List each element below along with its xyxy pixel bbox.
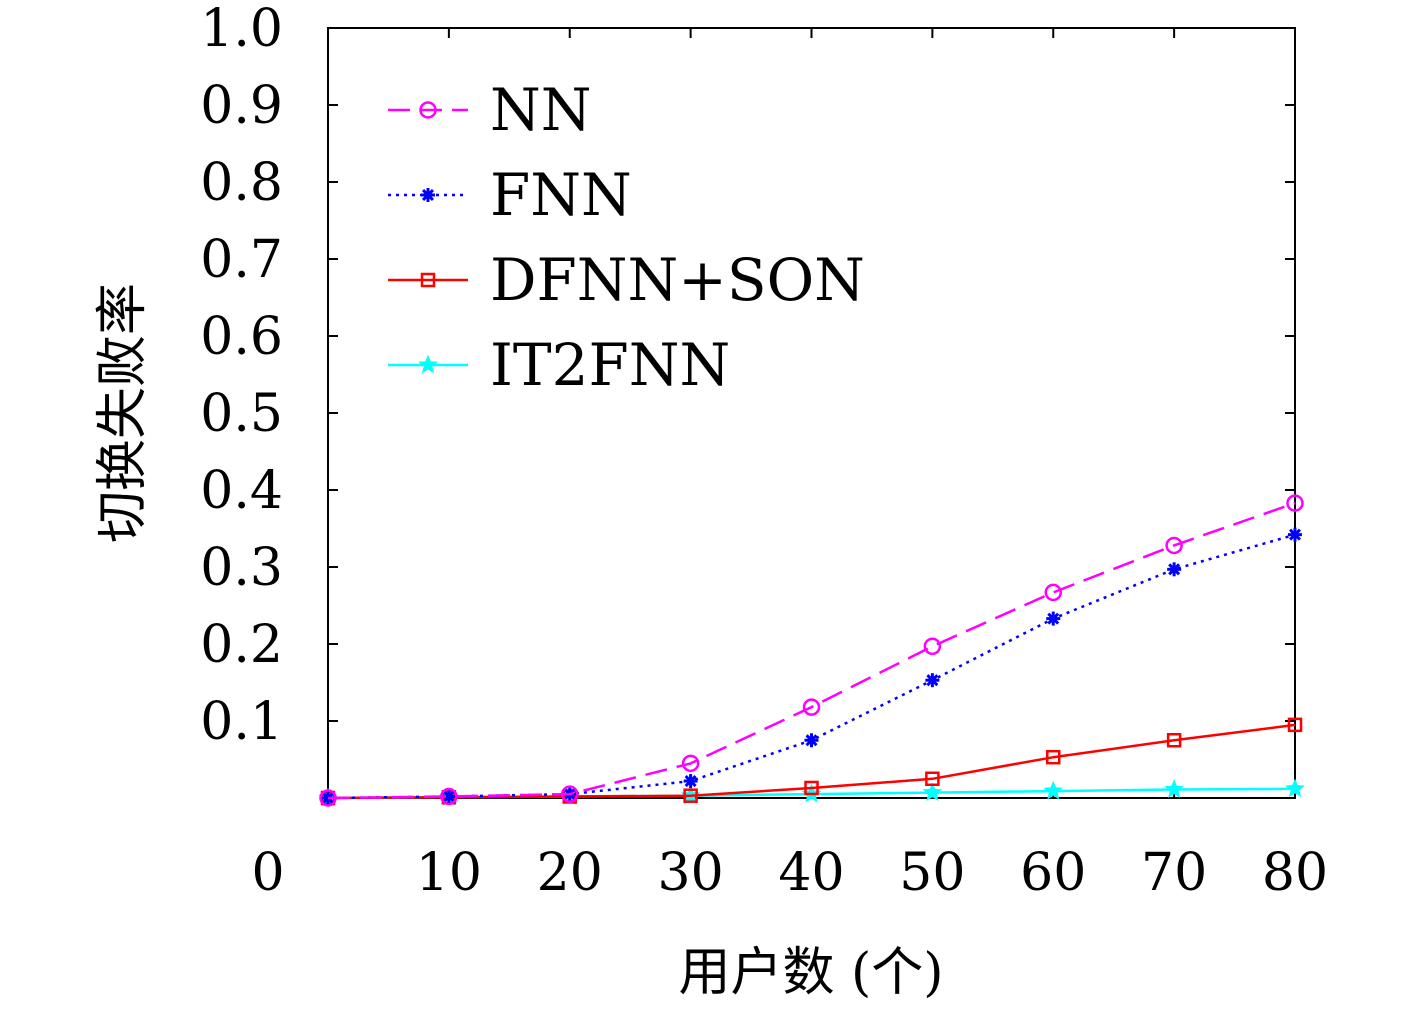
data-point (802, 698, 821, 716)
legend-marker (419, 101, 437, 119)
x-tick-label: 60 (1020, 843, 1086, 903)
data-point (441, 789, 456, 804)
data-point (1046, 611, 1061, 626)
data-point (804, 733, 819, 748)
legend-item: IT2FNN (388, 331, 730, 399)
data-point (1046, 749, 1061, 765)
marker-stroke (442, 790, 455, 803)
legend-item: NN (388, 76, 592, 144)
x-tick-label: 10 (416, 843, 482, 903)
plot-frame (327, 27, 1296, 799)
x-tick-label: 40 (778, 843, 844, 903)
data-point (1167, 562, 1182, 577)
series-line (327, 501, 1296, 800)
marker-stroke (421, 188, 435, 202)
y-tick-label: 0.9 (200, 76, 283, 136)
data-point (1288, 527, 1302, 542)
marker-stroke (805, 734, 818, 747)
legend-item: DFNN+SON (388, 246, 865, 314)
x-axis-title: 用户数 (个) (678, 943, 943, 1003)
legend-marker (418, 354, 438, 374)
y-tick-label: 0.3 (200, 538, 283, 598)
series-line (327, 723, 1296, 800)
x-tick-label: 20 (537, 843, 603, 903)
x-tick-label: 30 (658, 843, 724, 903)
marker-stroke (1168, 563, 1181, 576)
x-tick-label: 0 (251, 843, 284, 903)
data-point (1043, 780, 1064, 800)
legend: NN FNN DFNN+SON IT2FNN (388, 76, 865, 399)
data-point (440, 787, 458, 806)
data-point (925, 771, 940, 786)
data-point (681, 754, 700, 773)
legend-marker (421, 188, 435, 202)
y-tick-label: 0.1 (200, 692, 283, 752)
data-point (1286, 494, 1304, 512)
y-tick-label: 0.7 (200, 230, 283, 290)
data-point (1044, 583, 1062, 602)
series-nn (319, 494, 1304, 807)
marker-stroke (684, 775, 697, 788)
y-tick-label: 0.4 (200, 461, 283, 521)
marker-stroke (1288, 528, 1302, 541)
y-tick-label: 0.5 (200, 384, 283, 444)
data-point (683, 788, 698, 803)
data-point (923, 637, 942, 656)
y-axis-title: 切换失败率 (93, 283, 153, 543)
data-point (1166, 733, 1182, 748)
y-tick-label: 1.0 (200, 0, 283, 59)
data-point (922, 782, 943, 801)
data-point (1165, 536, 1183, 555)
series-it2fnn (318, 778, 1305, 807)
series-line (327, 533, 1296, 800)
data-point (319, 789, 337, 807)
data-point (925, 673, 940, 688)
legend-marker (420, 272, 436, 288)
data-point (804, 780, 819, 796)
legend-label: NN (490, 76, 592, 144)
y-tick-label: 0.2 (200, 615, 283, 675)
data-point (683, 774, 698, 789)
data-point (1287, 717, 1303, 733)
marker-stroke (1047, 612, 1060, 625)
legend-label: FNN (490, 161, 632, 229)
legend-label: IT2FNN (490, 331, 730, 399)
y-tick-label: 0.6 (200, 307, 283, 367)
axis-ticks: 0.1 0.2 0.3 0.4 0.5 0.6 0.7 0.8 0.9 1.0 0 10 20 30 40 5… (200, 0, 1328, 903)
data-point (1285, 778, 1305, 798)
data-point (1164, 779, 1184, 798)
x-tick-label: 80 (1262, 843, 1328, 903)
data-point (561, 785, 579, 803)
series-layer (318, 494, 1305, 807)
legend-label: DFNN+SON (490, 246, 865, 314)
marker-stroke (926, 674, 939, 687)
x-tick-label: 50 (899, 843, 965, 903)
legend-item: FNN (388, 161, 632, 229)
x-tick-label: 70 (1141, 843, 1207, 903)
series-fnn (321, 527, 1302, 805)
y-tick-label: 0.8 (200, 153, 283, 213)
